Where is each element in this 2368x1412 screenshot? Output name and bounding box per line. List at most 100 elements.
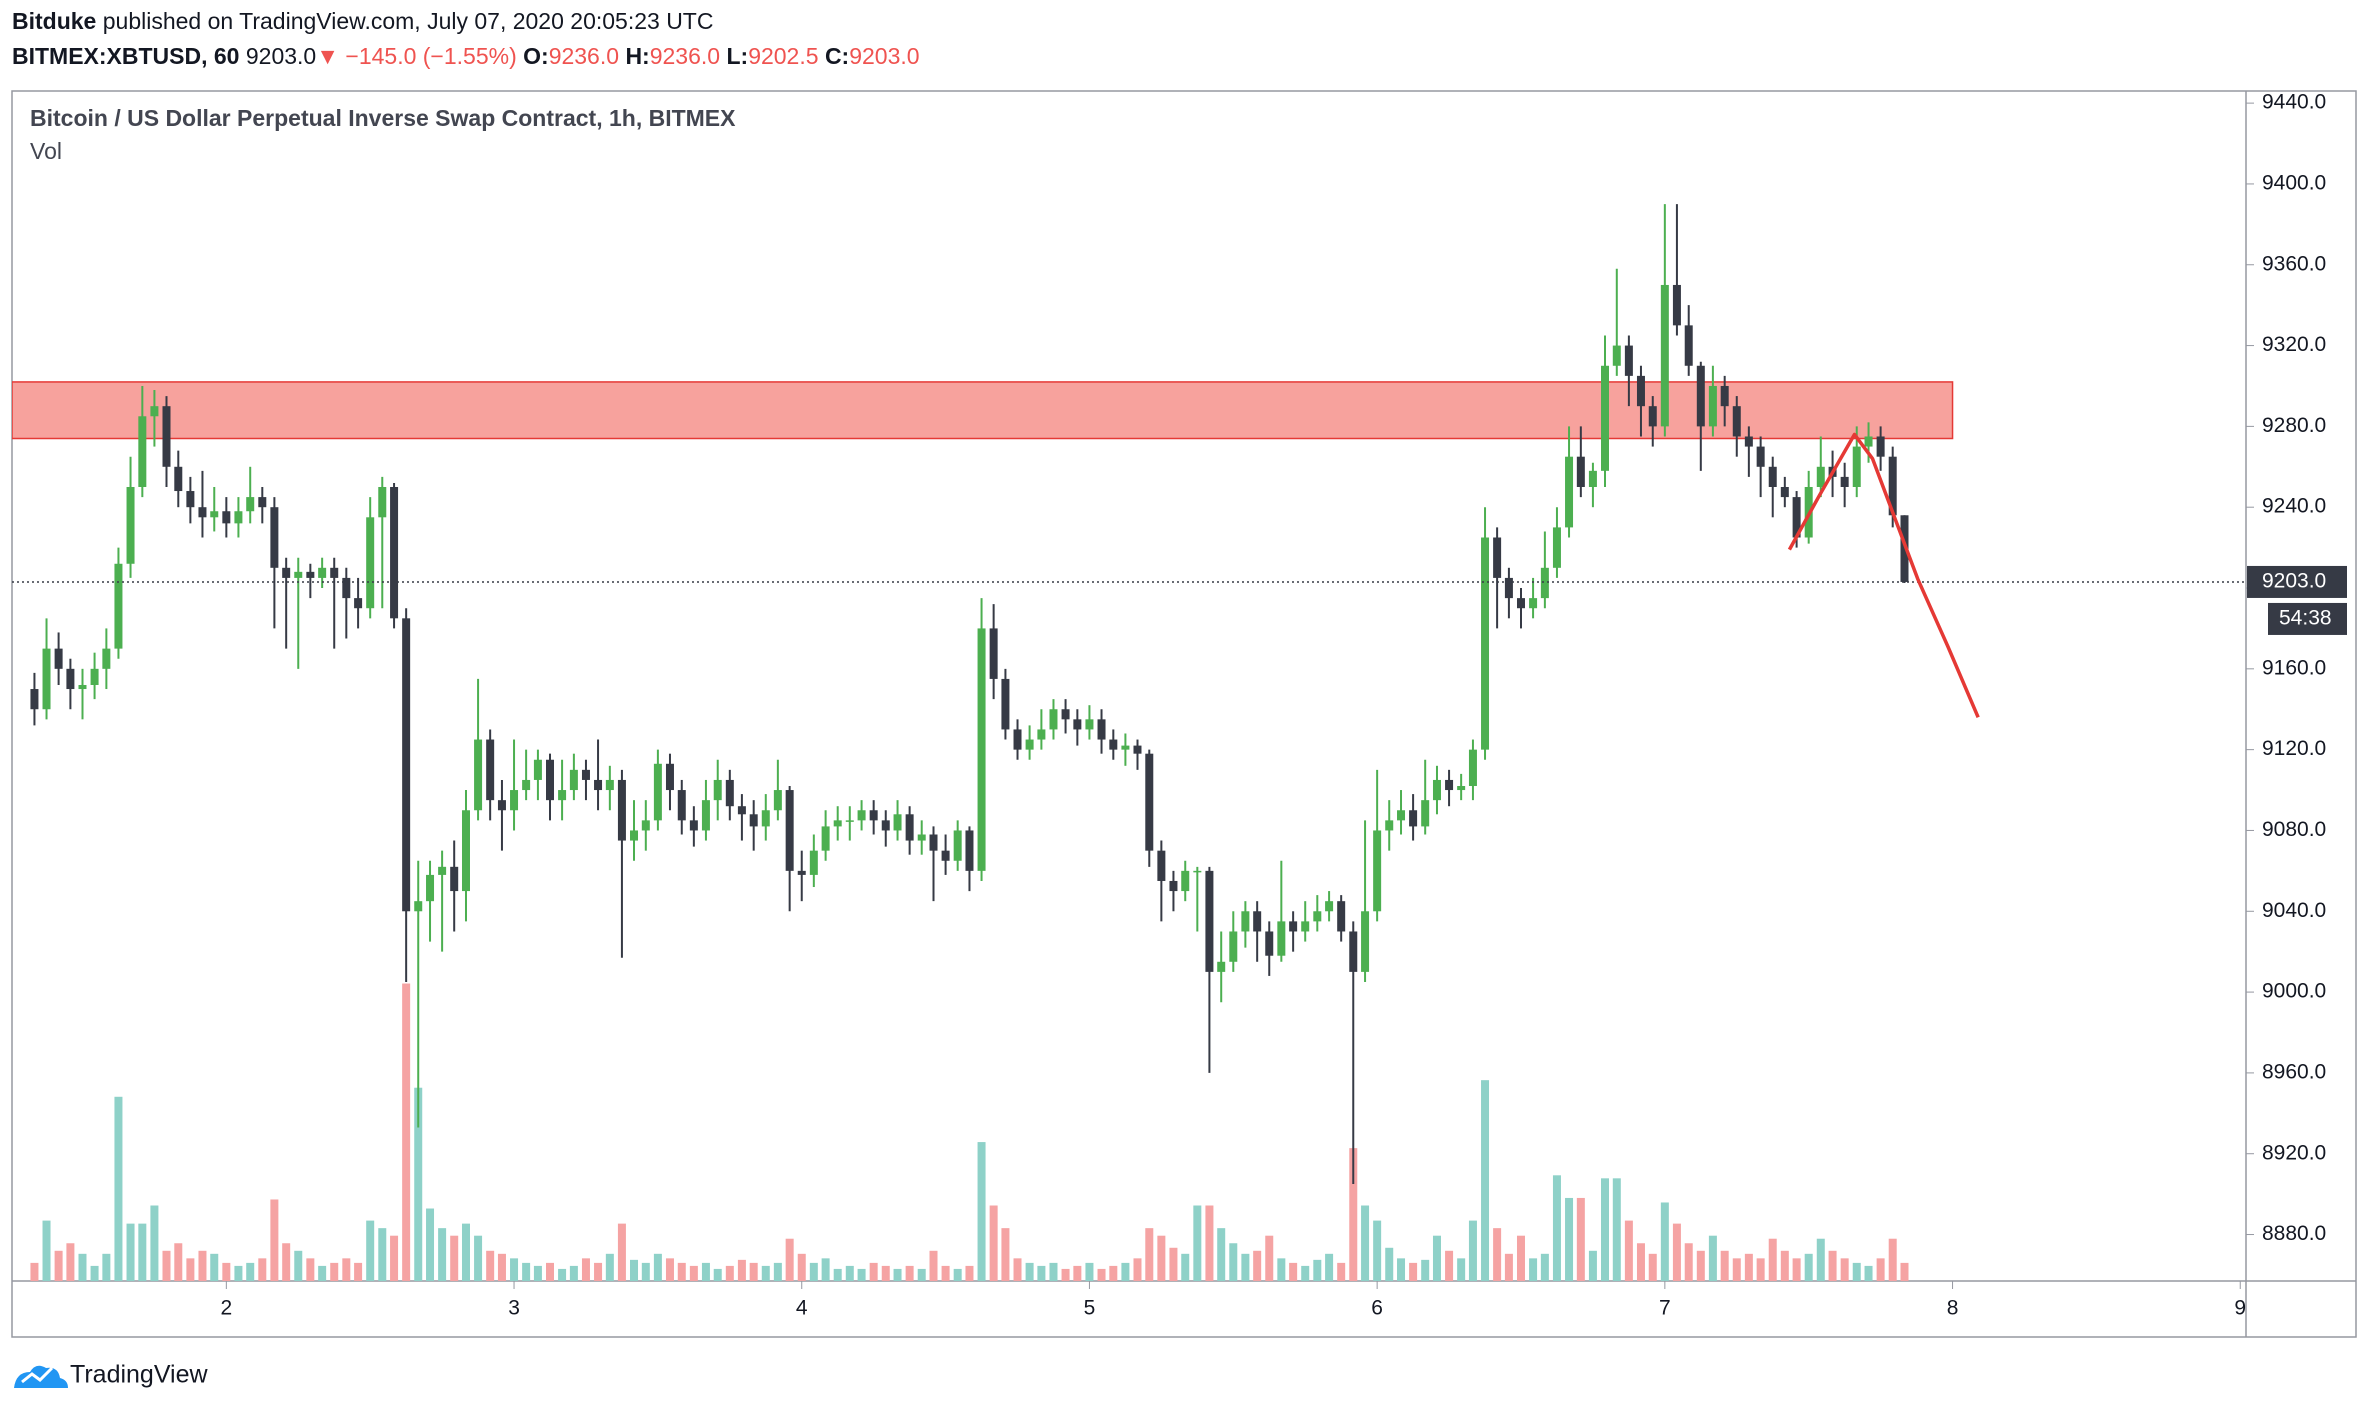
candle-body [1720,385,1729,407]
candle-body [989,628,998,679]
volume-bar [1828,1250,1837,1281]
volume-bar [1888,1238,1897,1281]
volume-bar [989,1205,998,1281]
candle-body [1768,466,1777,487]
candle-body [965,830,974,871]
candle-body [1145,753,1154,851]
candle-body [833,820,842,827]
candle-body [390,486,399,619]
volume-bar [1301,1265,1310,1281]
volume-bar [246,1262,255,1281]
candle-body [821,826,830,851]
volume-bar [1457,1258,1466,1281]
candle-body [1696,365,1705,427]
volume-bar [1516,1235,1525,1281]
volume-bar [1636,1243,1645,1281]
candle-body [1301,921,1310,932]
candle-body [1205,870,1214,972]
candle-body [749,814,758,827]
volume-bar [1313,1259,1322,1281]
volume-bar [1073,1265,1082,1281]
x-tick-label: 5 [1084,1297,1096,1320]
candle-body [366,517,375,609]
price: 9203.0 [245,43,317,69]
volume-bar [1816,1238,1825,1281]
candle-body [953,830,962,861]
volume-bar [1445,1250,1454,1281]
plot-area [12,204,1954,1281]
volume-bar [977,1142,986,1281]
candle-body [713,779,722,801]
last-price-label: 9203.0 [2262,569,2326,592]
volume-bar [1145,1228,1154,1281]
volume-bar [929,1250,938,1281]
volume-bar [282,1243,291,1281]
volume-bar [497,1253,506,1281]
candle-body [1133,745,1142,754]
y-tick-label: 9320.0 [2262,333,2326,356]
volume-bar [1720,1250,1729,1281]
candle-body [486,739,495,801]
y-tick-label: 9240.0 [2262,495,2326,518]
candle-body [222,511,231,524]
volume-bar [54,1250,63,1281]
candle-body [1468,749,1477,787]
volume-bar [677,1262,686,1281]
volume-bar [186,1258,195,1281]
volume-bar [833,1268,842,1281]
candle-body [1504,577,1513,599]
volume-bar [1229,1243,1238,1281]
volume-bar [581,1258,590,1281]
candle-body [1576,456,1585,487]
candle-body [1337,901,1346,932]
volume-bar [594,1262,603,1281]
candle-body [893,814,902,831]
candle-body [1445,779,1454,791]
volume-bar [1481,1080,1490,1281]
volume-bar [1744,1253,1753,1281]
volume-bar [1612,1178,1621,1281]
volume-bar [1576,1197,1585,1281]
volume-bar [90,1265,99,1281]
candle-body [1421,800,1430,827]
x-tick-label: 6 [1371,1297,1383,1320]
x-tick-label: 4 [796,1297,808,1320]
volume-bar [234,1265,243,1281]
candle-body [665,763,674,791]
volume-bar [1732,1258,1741,1281]
chart-title: Bitcoin / US Dollar Perpetual Inverse Sw… [30,105,736,131]
candle-body [1481,537,1490,750]
candle-body [198,507,207,518]
candle-body [126,486,135,564]
y-tick-label: 9440.0 [2262,91,2326,114]
candle-body [1852,446,1861,487]
volume-bar [1373,1220,1382,1281]
volume-bar [605,1253,614,1281]
volume-bar [1193,1205,1202,1281]
brand: TradingView [70,1361,209,1389]
candle-body [42,648,51,710]
volume-bar [126,1223,135,1281]
y-tick-label: 9160.0 [2262,656,2326,679]
volume-bar [965,1265,974,1281]
candle-body [1612,345,1621,366]
volume-bar [941,1265,950,1281]
volume-bar [1409,1262,1418,1281]
y-tick-label: 9040.0 [2262,899,2326,922]
candle-body [306,571,315,578]
volume-bar [869,1262,878,1281]
published: published on TradingView.com, July 07, 2… [102,8,714,34]
ohlc-key: L: [726,43,749,69]
candle-body [1540,567,1549,599]
volume-bar [905,1265,914,1281]
candle-body [761,810,770,827]
candle-body [1313,911,1322,922]
volume-bar [1097,1268,1106,1281]
candle-body [1097,719,1106,740]
volume-bar [474,1235,483,1281]
volume-bar [294,1250,303,1281]
candle-body [1565,456,1574,528]
candle-body [1373,830,1382,912]
volume-bar [174,1243,183,1281]
ohlc-value: 9202.5 [748,43,819,69]
